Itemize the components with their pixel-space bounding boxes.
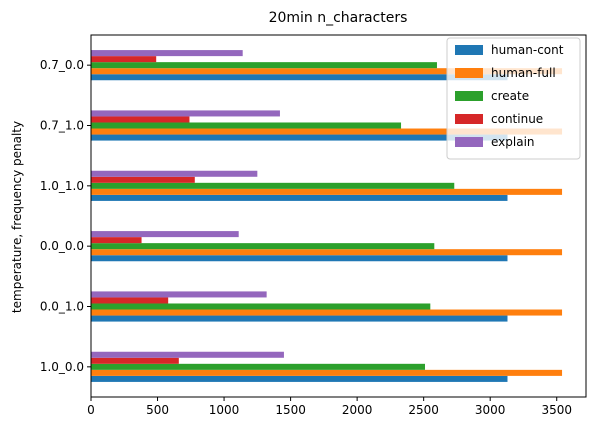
- x-tick-label: 3000: [475, 403, 506, 417]
- y-tick-label: 0.7_1.0: [40, 119, 84, 133]
- legend-swatch-continue: [455, 114, 483, 124]
- bar-explain-0.0_0.0: [91, 231, 239, 238]
- bar-explain-0.7_0.0: [91, 50, 243, 57]
- bar-explain-0.7_1.0: [91, 110, 280, 117]
- bar-human-cont-0.7_0.0: [91, 74, 508, 81]
- bar-human-cont-1.0_1.0: [91, 194, 508, 201]
- bar-create-1.0_0.0: [91, 363, 425, 370]
- bar-explain-1.0_1.0: [91, 170, 258, 177]
- legend: human-cont human-full create continue explai…: [446, 37, 581, 160]
- legend-swatch-human-cont: [455, 45, 483, 55]
- bar-continue-0.7_1.0: [91, 116, 190, 123]
- bar-human-full-0.0_1.0: [91, 309, 563, 316]
- bar-explain-0.0_1.0: [91, 291, 267, 298]
- bar-continue-0.7_0.0: [91, 56, 157, 63]
- legend-label-explain: explain: [491, 135, 535, 149]
- bar-continue-0.0_1.0: [91, 297, 169, 304]
- legend-label-continue: continue: [491, 112, 543, 126]
- bar-human-full-1.0_1.0: [91, 188, 563, 195]
- bar-human-full-0.7_1.0: [91, 128, 563, 135]
- x-tick-label: 500: [146, 403, 169, 417]
- x-tick-label: 3500: [541, 403, 572, 417]
- legend-swatch-explain: [455, 137, 483, 147]
- bar-continue-1.0_1.0: [91, 176, 195, 183]
- bar-create-0.7_0.0: [91, 62, 437, 69]
- x-axis-ticks: 0 500 1000 1500 2000 2500 3000 3500: [87, 397, 572, 417]
- legend-swatch-human-full: [455, 68, 483, 78]
- y-tick-label: 0.0_0.0: [40, 239, 84, 253]
- bar-human-full-0.0_0.0: [91, 249, 563, 256]
- legend-label-create: create: [491, 89, 529, 103]
- bar-create-0.0_0.0: [91, 243, 435, 250]
- bar-create-0.0_1.0: [91, 303, 431, 310]
- legend-label-human-full: human-full: [491, 66, 556, 80]
- bar-human-cont-0.7_1.0: [91, 134, 508, 141]
- bar-human-full-1.0_0.0: [91, 369, 563, 376]
- x-tick-label: 2000: [342, 403, 373, 417]
- bar-explain-1.0_0.0: [91, 351, 284, 358]
- bar-human-cont-0.0_1.0: [91, 315, 508, 322]
- legend-swatch-create: [455, 91, 483, 101]
- bar-human-cont-1.0_0.0: [91, 375, 508, 382]
- legend-label-human-cont: human-cont: [491, 43, 564, 57]
- chart-title: 20min n_characters: [269, 10, 408, 26]
- bar-continue-1.0_0.0: [91, 357, 179, 364]
- plot-frame: [90, 34, 587, 398]
- bar-human-cont-0.0_0.0: [91, 255, 508, 262]
- bar-create-0.7_1.0: [91, 122, 402, 129]
- x-tick-label: 1000: [209, 403, 240, 417]
- bar-continue-0.0_0.0: [91, 237, 142, 244]
- bar-human-full-0.7_0.0: [91, 68, 563, 75]
- x-tick-label: 1500: [275, 403, 306, 417]
- y-tick-label: 0.7_0.0: [40, 58, 84, 72]
- y-tick-label: 1.0_0.0: [40, 360, 84, 374]
- y-axis-ticks: 1.0_0.0 0.0_1.0 0.0_0.0 1.0_1.0 0.7_1.0 0.7_0…: [40, 58, 91, 374]
- bars-group: [91, 50, 563, 382]
- x-tick-label: 0: [87, 403, 95, 417]
- bar-create-1.0_1.0: [91, 182, 455, 189]
- x-tick-label: 2500: [408, 403, 439, 417]
- y-tick-label: 0.0_1.0: [40, 300, 84, 314]
- y-tick-label: 1.0_1.0: [40, 179, 84, 193]
- y-axis-label: temperature, frequency penalty: [10, 121, 24, 313]
